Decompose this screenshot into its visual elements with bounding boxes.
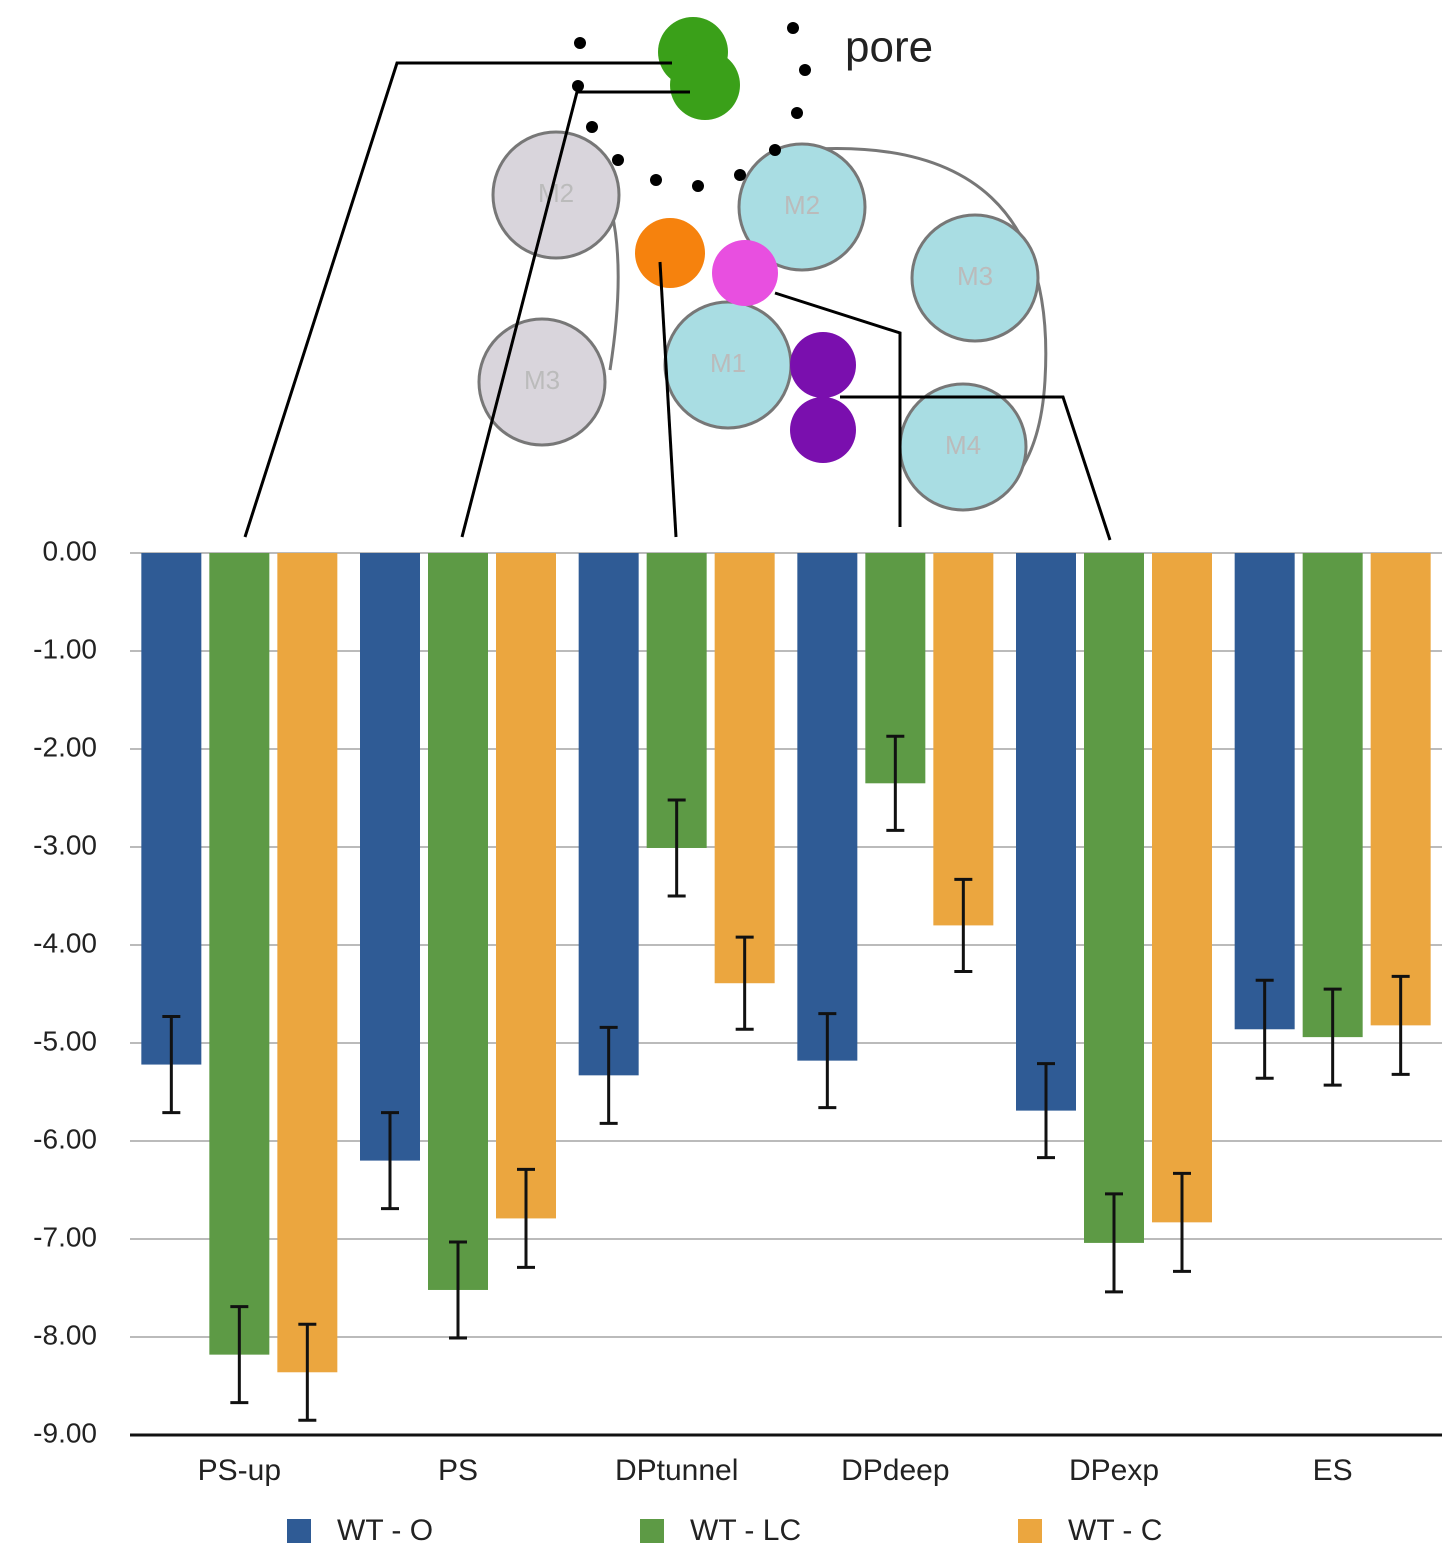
dot: [791, 107, 803, 119]
x-tick-label: DPtunnel: [615, 1454, 738, 1487]
pore-dots: [572, 22, 811, 192]
error-bar: [954, 877, 973, 973]
helix: [910, 213, 1040, 343]
error-bar: [886, 734, 905, 832]
y-tick-label: -7.00: [33, 1221, 97, 1252]
legend-label: WT - LC: [690, 1514, 801, 1547]
residue: [635, 218, 705, 288]
legend-swatch: [287, 1519, 311, 1543]
bar: [1234, 553, 1295, 1030]
helix-label: M2: [538, 178, 574, 208]
dot: [692, 180, 704, 192]
bar: [714, 553, 775, 984]
helix: [737, 142, 867, 272]
x-tick-label: DPdeep: [841, 1454, 949, 1487]
residues: [635, 17, 856, 463]
error-bar: [1173, 1171, 1191, 1273]
bar: [209, 553, 270, 1355]
error-bar: [162, 1015, 181, 1115]
bar: [1016, 553, 1076, 1111]
error-bar: [1323, 987, 1342, 1087]
y-tick-label: -1.00: [33, 633, 97, 664]
y-tick-label: -9.00: [33, 1417, 97, 1448]
y-tick-label: -8.00: [33, 1319, 97, 1350]
dot: [586, 121, 598, 133]
bar: [578, 553, 639, 1076]
diagram: [477, 130, 1048, 512]
helix-labels: M2 M3 M2 M3 M1 M4: [524, 178, 993, 460]
bar: [428, 553, 488, 1290]
legend-label: WT - C: [1068, 1514, 1162, 1547]
residue: [670, 50, 740, 120]
x-tick-label: DPexp: [1069, 1454, 1159, 1487]
bar: [1302, 553, 1363, 1038]
helix-label: M4: [945, 430, 981, 460]
legend-swatch: [640, 1519, 664, 1543]
bar: [1084, 553, 1144, 1243]
y-tick-label: -3.00: [33, 829, 97, 860]
y-tick-label: -2.00: [33, 731, 97, 762]
leader-line: [460, 90, 690, 538]
error-bar: [517, 1167, 535, 1269]
bar: [496, 553, 556, 1219]
dot: [572, 80, 584, 92]
y-tick-label: -4.00: [33, 927, 97, 958]
error-bar: [1255, 978, 1274, 1080]
leader-line: [840, 395, 1112, 541]
error-bar: [818, 1012, 837, 1110]
helix-label: M3: [957, 261, 993, 291]
error-bar: [667, 798, 686, 898]
helix-label: M2: [784, 190, 820, 220]
leader-line: [658, 261, 678, 538]
dot: [769, 144, 781, 156]
x-tick-label: PS: [438, 1454, 478, 1487]
bar: [1370, 553, 1431, 1026]
residue: [790, 332, 856, 398]
bar: [141, 553, 202, 1065]
error-bar: [1391, 974, 1410, 1076]
error-bar: [1105, 1192, 1123, 1294]
error-bar: [599, 1025, 618, 1125]
bar: [933, 553, 994, 926]
leader-line: [774, 291, 902, 527]
error-bar: [298, 1322, 317, 1422]
helix-label: M3: [524, 365, 560, 395]
error-bar: [381, 1111, 399, 1211]
x-tick-label: PS-up: [198, 1454, 281, 1487]
legend-swatch: [1018, 1519, 1042, 1543]
error-bar: [230, 1305, 249, 1405]
bar: [797, 553, 858, 1061]
dot: [612, 154, 624, 166]
dot: [650, 174, 662, 186]
y-tick-label: -6.00: [33, 1123, 97, 1154]
dot: [574, 37, 586, 49]
pore-label: pore: [845, 23, 933, 72]
helix-label: M1: [710, 348, 746, 378]
bar: [360, 553, 420, 1161]
residue: [790, 397, 856, 463]
residue: [712, 240, 778, 306]
helix: [491, 130, 621, 260]
error-bar: [449, 1240, 467, 1340]
x-tick-label: ES: [1313, 1454, 1353, 1487]
legend-label: WT - O: [337, 1514, 433, 1547]
y-tick-label: -5.00: [33, 1025, 97, 1056]
bar: [1152, 553, 1212, 1223]
leader-line: [243, 61, 672, 538]
dot: [799, 64, 811, 76]
leader-lines: [243, 61, 1112, 541]
y-tick-label: 0.00: [43, 535, 98, 566]
dot: [734, 169, 746, 181]
error-bar: [1037, 1062, 1055, 1160]
dot: [787, 22, 799, 34]
bar: [277, 553, 338, 1373]
error-bar: [735, 935, 754, 1031]
